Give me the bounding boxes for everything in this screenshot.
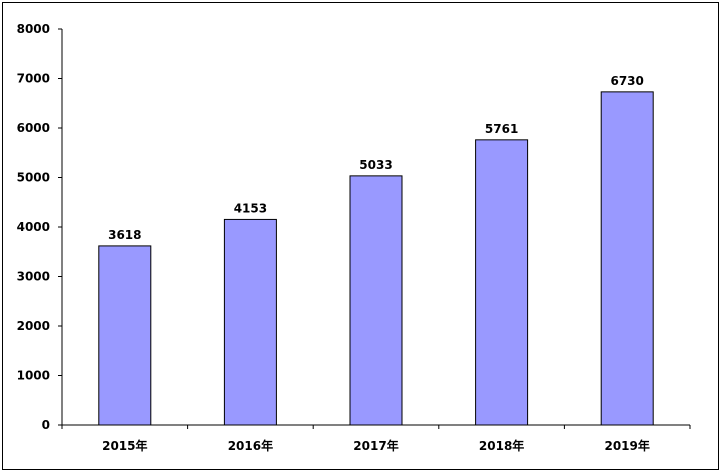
x-axis-ticks: 2015年 2016年 2017年 2018年 2019年	[61, 425, 691, 453]
y-tick-label: 4000	[17, 220, 50, 234]
y-tick-label: 1000	[17, 369, 50, 383]
bar-1	[98, 245, 152, 426]
x-tick-label: 2018年	[479, 438, 524, 453]
y-tick-label: 2000	[17, 319, 50, 333]
y-axis-ticks: 0 1000 2000 3000 4000 5000 6000 7000 8000	[17, 22, 62, 432]
y-tick-label: 3000	[17, 270, 50, 284]
bar-2	[223, 218, 277, 426]
y-tick-label: 7000	[17, 72, 50, 86]
y-tick-label: 6000	[17, 121, 50, 135]
bar-5	[600, 91, 654, 426]
y-tick-label: 8000	[17, 22, 50, 36]
data-label-3: 5033	[359, 158, 392, 172]
bars	[98, 91, 654, 426]
data-labels: 3618 4153 5033 5761 6730	[108, 74, 644, 242]
bar-3	[349, 175, 403, 426]
data-label-2: 4153	[234, 201, 267, 215]
x-tick-label: 2019年	[604, 438, 649, 453]
data-label-4: 5761	[485, 122, 518, 136]
y-tick-label: 5000	[17, 171, 50, 185]
x-tick-label: 2016年	[228, 438, 273, 453]
y-tick-label: 0	[42, 418, 50, 432]
x-tick-label: 2015年	[102, 438, 147, 453]
data-label-1: 3618	[108, 228, 141, 242]
data-label-5: 6730	[610, 74, 643, 88]
bar-4	[475, 139, 529, 426]
x-tick-label: 2017年	[353, 438, 398, 453]
